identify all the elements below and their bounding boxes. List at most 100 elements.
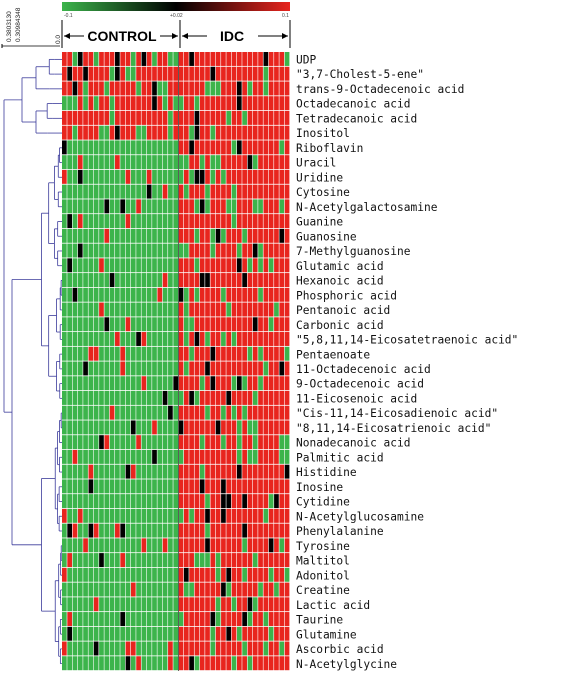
heatmap-cell [120, 184, 126, 199]
heatmap-cell [279, 376, 285, 391]
heatmap-cell [226, 494, 232, 509]
heatmap-cell [88, 508, 94, 523]
heatmap-cell [141, 508, 147, 523]
heatmap-cell [120, 390, 126, 405]
heatmap-cell [194, 66, 200, 81]
heatmap-cell [88, 140, 94, 155]
heatmap-cell [125, 96, 131, 111]
heatmap-cell [226, 435, 232, 450]
heatmap-cell [83, 81, 88, 96]
heatmap-cell [263, 390, 269, 405]
heatmap-cell [231, 199, 237, 214]
heatmap-cell [109, 641, 115, 656]
heatmap-cell [146, 317, 152, 332]
heatmap-cell [157, 508, 163, 523]
heatmap-cell [199, 243, 205, 258]
row-label: Nonadecanoic acid [296, 437, 411, 450]
heatmap-cell [194, 169, 200, 184]
heatmap-cell [72, 214, 78, 229]
heatmap-cell [189, 184, 194, 199]
heatmap-cell [162, 390, 168, 405]
heatmap-cell [268, 52, 274, 66]
heatmap-cell [236, 110, 242, 125]
heatmap-cell [284, 420, 290, 435]
heatmap-cell [210, 140, 216, 155]
heatmap-cell [77, 494, 83, 509]
heatmap-cell [252, 376, 258, 391]
heatmap-cell [62, 317, 67, 332]
heatmap-cell [258, 125, 263, 140]
heatmap-cell [72, 376, 78, 391]
heatmap-cell [152, 317, 157, 332]
heatmap-cell [115, 656, 120, 671]
heatmap-cell [136, 567, 141, 582]
heatmap-cell [93, 96, 99, 111]
heatmap-cell [274, 52, 279, 66]
heatmap-cell [221, 317, 226, 332]
heatmap-cell [236, 155, 242, 170]
heatmap-cell [67, 140, 72, 155]
heatmap-cell [258, 332, 263, 346]
heatmap-cell [231, 553, 237, 568]
heatmap-cell [247, 228, 253, 243]
heatmap-cell [210, 612, 216, 626]
heatmap-cell [189, 390, 194, 405]
heatmap-cell [221, 449, 226, 464]
heatmap-cell [136, 597, 141, 612]
heatmap-cell [210, 96, 216, 111]
heatmap-cell [93, 169, 99, 184]
heatmap-cell [252, 169, 258, 184]
heatmap-cell [215, 656, 221, 671]
heatmap-cell [62, 110, 67, 125]
heatmap-cell [77, 405, 83, 420]
row-label: "5,8,11,14-Eicosatetraenoic acid" [296, 334, 518, 347]
heatmap-cell [109, 81, 115, 96]
heatmap-cell [210, 464, 216, 479]
heatmap-cell [120, 317, 126, 332]
heatmap-cell [104, 494, 110, 509]
heatmap-cell [279, 169, 285, 184]
row-label: Cytosine [296, 186, 350, 199]
heatmap-cell [263, 449, 269, 464]
heatmap-cell [125, 332, 131, 346]
heatmap-cell [152, 287, 157, 302]
heatmap-cell [183, 184, 189, 199]
heatmap-cell [141, 317, 147, 332]
heatmap-cell [226, 169, 232, 184]
heatmap-cell [194, 567, 200, 582]
heatmap-cell [205, 125, 210, 140]
heatmap-cell [226, 656, 232, 671]
heatmap-cell [168, 81, 173, 96]
heatmap-cell [72, 258, 78, 273]
heatmap-cell [274, 273, 279, 288]
heatmap-cell [104, 597, 110, 612]
heatmap-cell [199, 597, 205, 612]
heatmap-cell [67, 420, 72, 435]
heatmap-cell [109, 376, 115, 391]
heatmap-cell [231, 228, 237, 243]
heatmap-cell [104, 243, 110, 258]
heatmap-cell [199, 435, 205, 450]
heatmap-cell [189, 243, 194, 258]
heatmap-cell [183, 523, 189, 538]
row-label: 11-Octadecenoic acid [296, 363, 431, 376]
heatmap-cell [115, 52, 120, 66]
heatmap-cell [210, 597, 216, 612]
heatmap-cell [152, 243, 157, 258]
heatmap-cell [279, 140, 285, 155]
heatmap-cell [115, 626, 120, 641]
heatmap-cell [274, 494, 279, 509]
heatmap-cell [194, 155, 200, 170]
heatmap-cell [152, 508, 157, 523]
row-label: Uridine [296, 171, 343, 184]
heatmap-cell [199, 302, 205, 317]
heatmap-cell [72, 464, 78, 479]
heatmap-cell [221, 494, 226, 509]
color-scale-tick-low: -0.1 [64, 13, 73, 19]
heatmap-cell [279, 125, 285, 140]
heatmap-cell [236, 553, 242, 568]
heatmap-cell [263, 523, 269, 538]
heatmap-cell [157, 553, 163, 568]
heatmap-cell [258, 287, 263, 302]
heatmap-cell [189, 656, 194, 671]
